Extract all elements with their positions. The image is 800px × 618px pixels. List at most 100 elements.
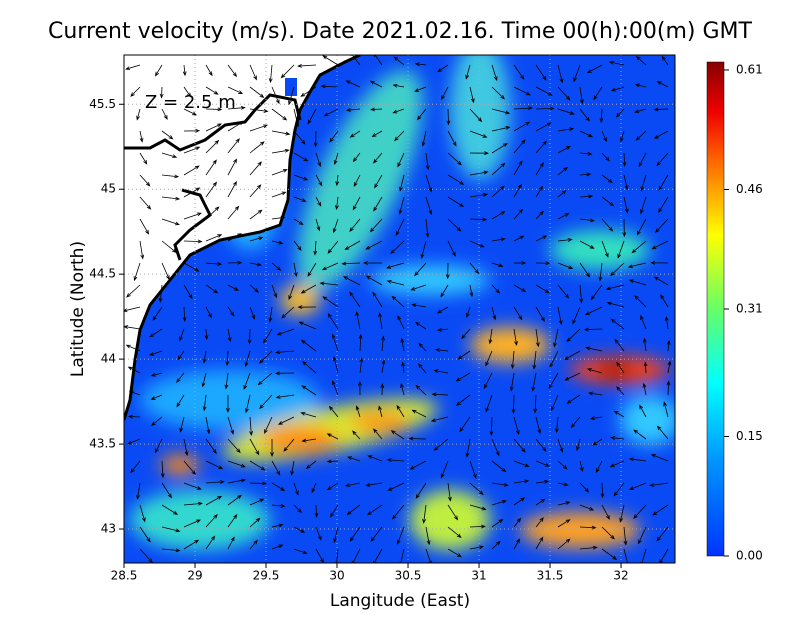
current-arrow [268, 306, 273, 323]
current-arrow [227, 438, 241, 454]
current-arrow [202, 350, 207, 364]
current-arrow [513, 479, 530, 484]
current-arrow [183, 239, 203, 244]
current-arrow [554, 416, 559, 434]
current-arrow [491, 262, 504, 268]
current-arrow [397, 152, 405, 168]
current-arrow [469, 284, 474, 298]
current-arrow [183, 86, 192, 98]
current-arrow [227, 138, 240, 154]
current-arrow [227, 260, 243, 265]
current-arrow [469, 262, 480, 274]
y-tick-label: 44.5 [89, 267, 116, 281]
current-arrow [315, 526, 322, 541]
current-arrow [437, 64, 449, 73]
current-arrow [249, 209, 263, 220]
current-arrow [513, 284, 527, 292]
current-arrow [557, 284, 570, 299]
current-arrow [491, 211, 506, 220]
current-arrow [390, 240, 405, 255]
current-arrow [344, 482, 361, 488]
current-arrow [659, 548, 669, 563]
current-arrow [557, 166, 569, 176]
current-arrow [656, 526, 669, 542]
current-arrow [535, 284, 550, 294]
current-arrow [333, 526, 339, 544]
current-arrow [345, 108, 361, 112]
current-arrow [623, 196, 629, 214]
current-arrow [183, 539, 200, 550]
current-arrow [249, 141, 265, 154]
current-arrow [293, 196, 307, 202]
current-arrow [465, 306, 471, 318]
current-arrow [365, 482, 383, 487]
current-arrow [227, 536, 235, 550]
current-arrow [332, 356, 339, 374]
current-arrow [447, 482, 452, 502]
current-arrow [139, 152, 148, 165]
current-arrow [227, 121, 244, 132]
current-arrow [161, 526, 181, 533]
current-arrow [183, 482, 202, 490]
current-arrow [557, 190, 567, 198]
current-arrow [513, 183, 522, 198]
current-arrow [447, 240, 456, 257]
current-arrow [244, 394, 251, 414]
current-arrow [161, 108, 168, 120]
current-arrow [601, 174, 613, 184]
current-arrow [535, 416, 542, 435]
current-arrow [280, 64, 295, 79]
current-arrow [610, 86, 625, 92]
current-arrow [205, 514, 218, 528]
current-arrow [615, 108, 625, 118]
current-arrow [150, 372, 163, 377]
current-arrow [327, 313, 339, 330]
current-arrow [332, 218, 339, 234]
current-arrow [623, 526, 628, 546]
current-arrow [161, 174, 180, 179]
current-arrow [491, 540, 501, 550]
x-tick-label: 31 [471, 569, 486, 583]
current-arrow [373, 428, 383, 440]
current-arrow [631, 240, 647, 254]
current-arrow [629, 482, 647, 490]
current-arrow [447, 548, 462, 558]
current-arrow [619, 504, 625, 523]
current-arrow [513, 121, 531, 132]
current-arrow [353, 174, 361, 188]
current-arrow [396, 404, 405, 418]
plot-area: Z = 2.5 m [124, 55, 675, 563]
current-arrow [447, 174, 465, 185]
current-arrow [275, 350, 295, 355]
current-arrow [249, 460, 266, 471]
current-arrow [617, 240, 625, 259]
current-arrow [535, 140, 548, 154]
current-arrow [357, 380, 362, 396]
current-arrow [271, 523, 284, 528]
current-arrow [459, 416, 471, 433]
current-arrow [227, 64, 238, 78]
current-arrow [491, 142, 508, 154]
current-arrow [257, 372, 273, 386]
current-arrow [335, 196, 339, 211]
current-arrow [288, 284, 295, 301]
current-arrow [247, 328, 252, 345]
current-arrow [410, 284, 427, 291]
current-arrow [139, 240, 145, 260]
current-arrow [613, 410, 625, 418]
current-arrow [139, 218, 150, 235]
current-arrow [606, 301, 625, 308]
current-arrow [202, 394, 207, 412]
current-arrow [441, 86, 449, 101]
current-arrow [563, 350, 581, 361]
current-arrow [513, 261, 527, 265]
current-arrow [447, 152, 462, 166]
current-arrow [557, 538, 571, 550]
current-arrow [586, 368, 603, 374]
current-arrow [623, 548, 630, 563]
current-arrow [159, 86, 164, 99]
current-arrow [249, 539, 258, 550]
current-arrow [640, 548, 647, 563]
current-arrow [469, 482, 484, 496]
current-arrow [301, 438, 317, 443]
